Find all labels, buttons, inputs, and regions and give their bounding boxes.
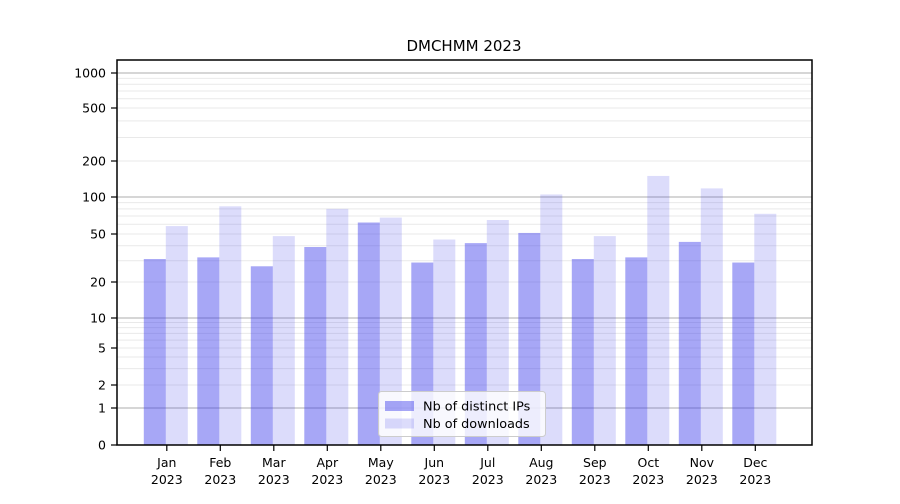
x-tick-label-year: 2023 [739, 472, 771, 487]
x-tick-label-year: 2023 [686, 472, 718, 487]
bar-downloads [379, 217, 402, 445]
x-axis-ticks: Jan 2023 Feb 2023 Mar 2023 Apr 2023 May 2023 Jun 20… [151, 445, 771, 487]
x-tick-label-year: 2023 [525, 472, 557, 487]
x-tick-label-month: Nov [690, 455, 715, 470]
y-tick-label: 0 [98, 438, 106, 453]
legend: Nb of distinct IPs Nb of downloads [378, 391, 546, 437]
x-tick-label-year: 2023 [311, 472, 343, 487]
legend-swatch-distinct-ips [385, 401, 414, 411]
bar-downloads [219, 206, 242, 445]
bar-distinct-ips [732, 262, 755, 445]
bar-distinct-ips [304, 247, 327, 445]
x-tick-label-month: Feb [209, 455, 231, 470]
x-tick-label-month: Dec [743, 455, 767, 470]
x-tick-label-month: Sep [583, 455, 607, 470]
y-tick-label: 500 [82, 101, 106, 116]
x-tick-label-month: Aug [529, 455, 553, 470]
bar-distinct-ips [357, 222, 380, 445]
x-tick-label-month: Jan [156, 455, 176, 470]
x-tick-label-year: 2023 [151, 472, 183, 487]
x-tick-label-month: Jun [424, 455, 445, 470]
bar-distinct-ips [571, 259, 594, 445]
bar-downloads [326, 208, 349, 445]
legend-label-distinct-ips: Nb of distinct IPs [423, 400, 531, 415]
bar-downloads [272, 236, 295, 445]
x-tick-label-month: Jul [479, 455, 495, 470]
bar-distinct-ips [197, 257, 220, 445]
y-tick-label: 20 [90, 275, 106, 290]
x-tick-label-month: May [368, 455, 394, 470]
bar-downloads [700, 188, 723, 445]
x-tick-label-year: 2023 [472, 472, 504, 487]
bar-distinct-ips [250, 266, 273, 445]
x-tick-label-year: 2023 [204, 472, 236, 487]
y-tick-label: 50 [90, 227, 106, 242]
legend-swatch-downloads [385, 418, 414, 429]
bar-distinct-ips [678, 241, 701, 445]
bar-downloads [593, 236, 616, 445]
bars [143, 175, 777, 445]
y-tick-label: 5 [98, 341, 106, 356]
x-tick-label-year: 2023 [632, 472, 664, 487]
chart-title: DMCHMM 2023 [406, 37, 521, 55]
y-tick-label: 1000 [74, 66, 106, 81]
x-tick-label-year: 2023 [258, 472, 290, 487]
bar-distinct-ips [625, 257, 648, 445]
bar-downloads [486, 219, 509, 445]
y-tick-label: 10 [90, 311, 106, 326]
bar-distinct-ips [143, 259, 166, 445]
y-tick-label: 100 [82, 190, 106, 205]
x-tick-label-month: Mar [262, 455, 286, 470]
legend-box [378, 391, 546, 437]
bar-downloads [540, 194, 563, 445]
x-tick-label-month: Apr [316, 455, 338, 470]
x-tick-label-year: 2023 [579, 472, 611, 487]
bar-downloads [754, 213, 777, 445]
y-tick-label: 2 [98, 378, 106, 393]
y-tick-label: 200 [82, 154, 106, 169]
x-tick-label-month: Oct [637, 455, 659, 470]
bar-downloads [165, 226, 188, 445]
y-axis-ticks: 0 1 2 5 10 20 50 100 200 500 1000 [74, 66, 117, 453]
plot-frame [116, 59, 813, 446]
x-tick-label-year: 2023 [418, 472, 450, 487]
y-tick-label: 1 [98, 401, 106, 416]
bar-downloads [647, 175, 670, 445]
x-tick-label-year: 2023 [365, 472, 397, 487]
legend-label-downloads: Nb of downloads [423, 417, 530, 432]
